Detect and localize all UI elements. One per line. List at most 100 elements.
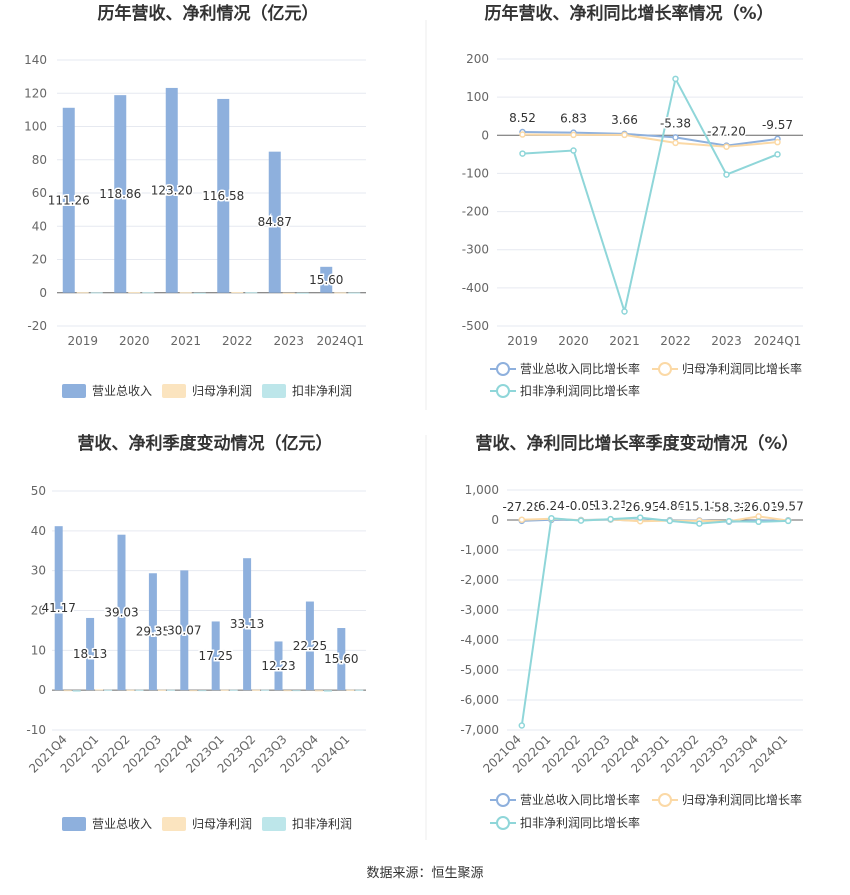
series-point	[672, 139, 679, 147]
bar-data-label: 22.25	[293, 639, 327, 653]
series-point	[519, 150, 526, 157]
series-line-net-profit-growth	[522, 133, 778, 148]
y-tick-label: 0	[481, 128, 489, 142]
bar-data-label: 15.60	[324, 652, 358, 666]
series-point	[725, 517, 733, 525]
series-point	[548, 514, 555, 522]
legend-swatch	[262, 817, 286, 831]
y-tick-label: -3,000	[460, 603, 499, 617]
bar-net-profit	[220, 689, 229, 691]
legend-swatch	[62, 817, 86, 831]
line-data-label: 13.21	[593, 499, 627, 513]
y-tick-label: -300	[462, 243, 489, 257]
x-tick-label: 2020	[558, 334, 589, 348]
bar-revenue	[274, 641, 283, 691]
y-tick-label: 40	[32, 219, 47, 233]
x-tick-label: 2021	[609, 334, 640, 348]
y-tick-label: 30	[31, 564, 46, 578]
series-line-deducted-profit-growth	[522, 75, 778, 316]
series-point	[774, 151, 781, 158]
series-point	[621, 308, 628, 315]
legend-swatch-marker	[658, 362, 672, 376]
series-line-revenue-growth	[522, 131, 778, 147]
line-data-label: 3.66	[611, 113, 638, 127]
x-tick-label: 2019	[67, 334, 98, 348]
bar-data-label: 111.26	[48, 193, 90, 207]
x-tick-label: 2024Q1	[316, 334, 364, 348]
y-tick-label: 60	[32, 186, 47, 200]
series-point	[518, 516, 526, 523]
bar-net-profit	[189, 690, 198, 692]
bar-deducted-net-profit	[142, 292, 155, 294]
bar-net-profit	[231, 292, 244, 294]
bar-deducted-net-profit	[72, 690, 81, 692]
series-point	[636, 514, 644, 521]
bar-revenue	[320, 266, 333, 293]
y-tick-label: -5,000	[460, 663, 499, 677]
line-data-label: -27.20	[707, 125, 746, 139]
legend-label: 营业总收入	[92, 384, 152, 398]
legend-label: 扣非净利润同比增长率	[520, 815, 640, 830]
y-tick-label: 0	[38, 683, 46, 697]
bar-deducted-net-profit	[90, 292, 103, 294]
y-tick-label: 100	[24, 120, 47, 134]
legend-label: 归母净利润	[192, 817, 252, 831]
series-point	[784, 517, 792, 525]
y-tick-label: 50	[31, 484, 46, 498]
series-point	[723, 171, 730, 178]
bar-deducted-net-profit	[296, 292, 309, 294]
bar-net-profit	[314, 690, 323, 692]
series-point	[755, 518, 762, 526]
bar-net-profit	[346, 689, 355, 691]
line-data-label: -0.05	[565, 499, 596, 513]
series-point	[672, 75, 679, 83]
y-tick-label: -100	[462, 166, 489, 180]
y-tick-label: -20	[27, 319, 47, 333]
y-tick-label: 20	[32, 253, 47, 267]
legend-label: 营业总收入同比增长率	[520, 361, 640, 376]
legend-label: 扣非净利润	[292, 384, 352, 398]
series-point	[672, 134, 679, 141]
bar-revenue	[211, 621, 220, 691]
y-tick-label: 200	[466, 52, 489, 66]
y-tick-label: -4,000	[460, 633, 499, 647]
series-point	[666, 517, 674, 525]
line-data-label: -4.86	[654, 499, 685, 513]
line-data-label: -58.32	[710, 501, 749, 515]
bar-data-label: 33.13	[230, 617, 264, 631]
x-tick-label: 2023	[711, 334, 742, 348]
bar-data-label: 123.20	[151, 183, 193, 197]
bar-revenue	[268, 151, 281, 293]
bar-deducted-net-profit	[245, 292, 258, 294]
bar-revenue	[180, 570, 189, 691]
bar-net-profit	[128, 292, 141, 294]
line-data-label: -26.95	[621, 500, 660, 514]
bar-deducted-net-profit	[292, 690, 301, 692]
y-tick-label: 100	[466, 90, 489, 104]
series-point	[577, 517, 585, 524]
series-point	[774, 138, 781, 146]
x-tick-label: 2021	[170, 334, 201, 348]
bar-deducted-net-profit	[104, 689, 113, 691]
legend-swatch	[62, 384, 86, 398]
legend-swatch	[162, 817, 186, 831]
y-tick-label: 40	[31, 524, 46, 538]
y-tick-label: 140	[24, 53, 47, 67]
line-data-label: -26.01	[739, 500, 778, 514]
bar-net-profit	[282, 292, 295, 294]
bar-data-label: 30.07	[167, 623, 201, 637]
bar-net-profit	[157, 689, 166, 691]
series-point	[570, 147, 577, 154]
bar-data-label: 12.23	[261, 659, 295, 673]
line-data-label: 6.83	[560, 112, 587, 126]
y-tick-label: 0	[491, 513, 499, 527]
bar-data-label: 29.35	[136, 625, 170, 639]
x-tick-label: 2023	[273, 334, 304, 348]
y-tick-label: -400	[462, 281, 489, 295]
series-point	[570, 131, 577, 139]
legend-label: 扣非净利润	[292, 817, 352, 831]
y-tick-label: -500	[462, 319, 489, 333]
bar-data-label: 18.13	[73, 647, 107, 661]
line-data-label: -9.57	[762, 118, 793, 132]
line-data-label: -9.57	[773, 499, 804, 513]
